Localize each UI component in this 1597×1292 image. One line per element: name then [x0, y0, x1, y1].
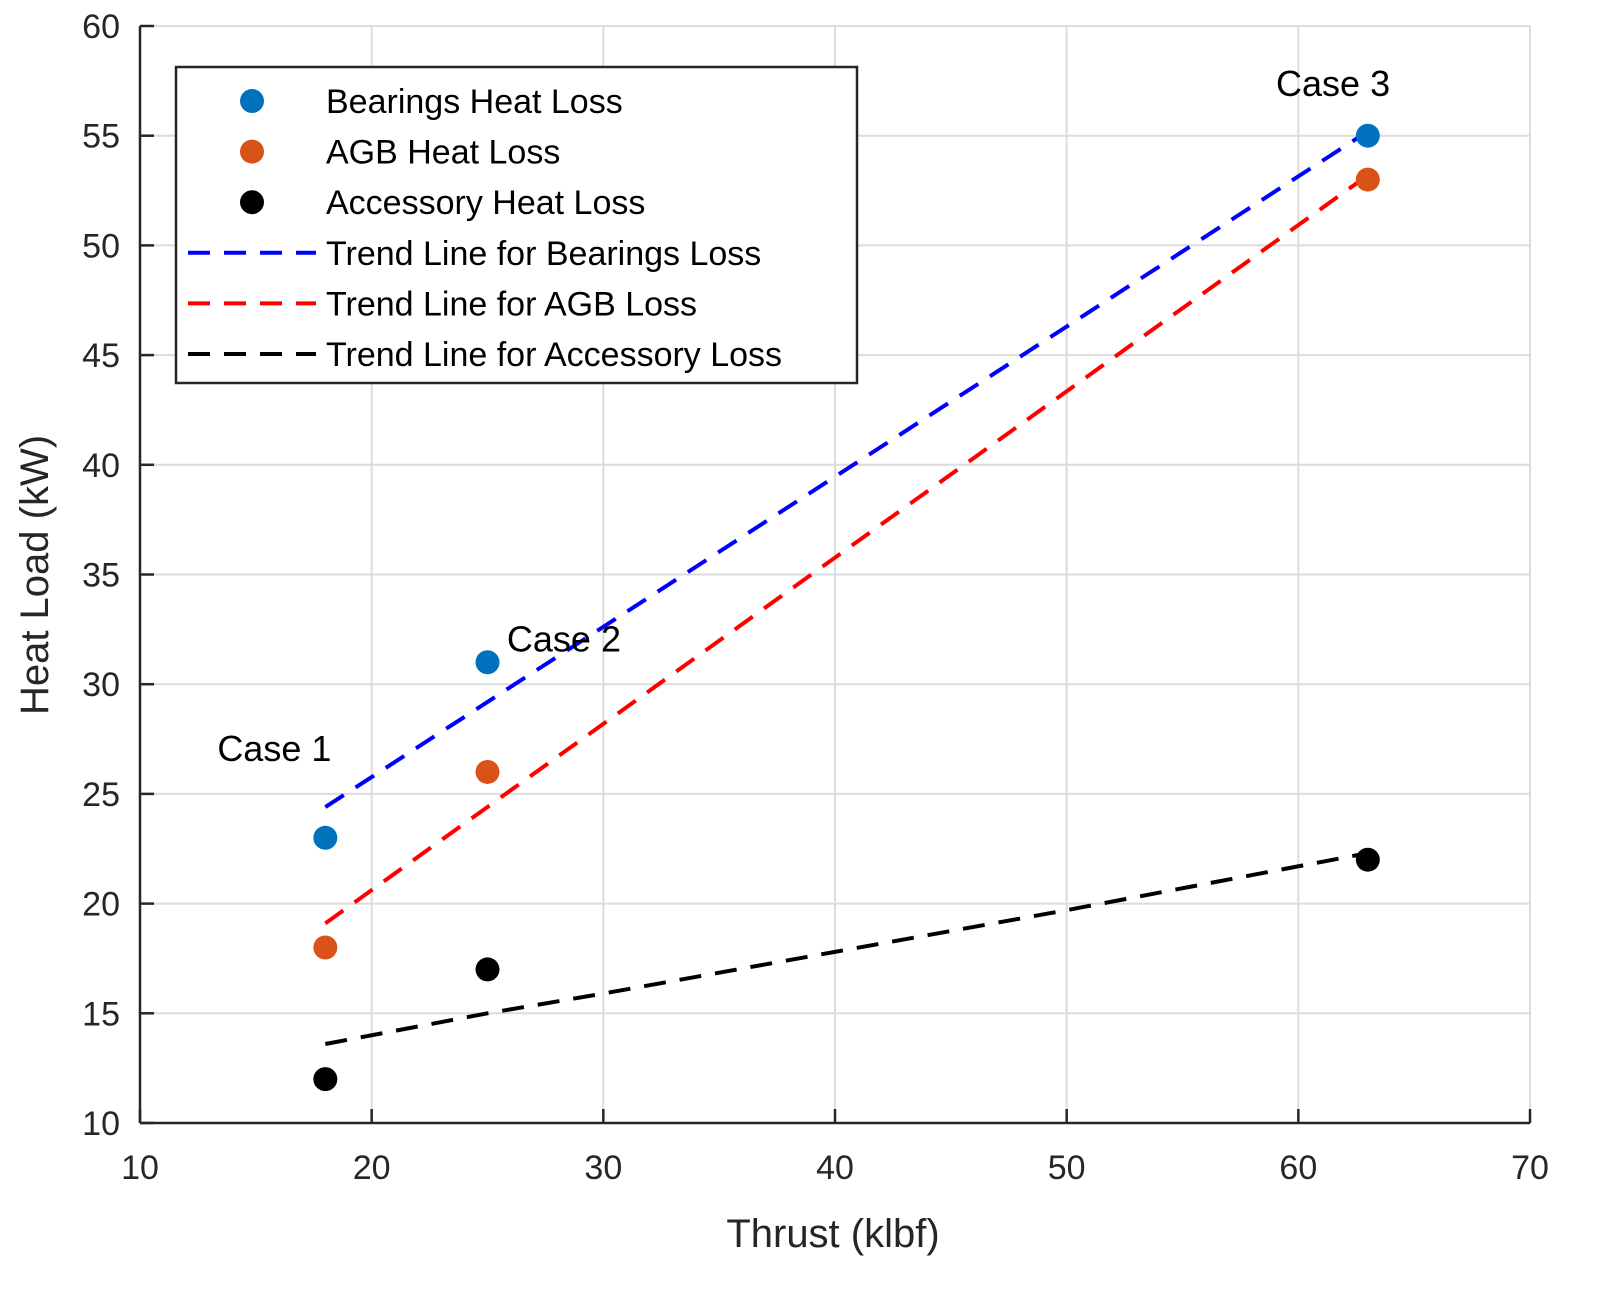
- data-point: [475, 759, 500, 784]
- x-tick-label: 60: [1279, 1149, 1317, 1187]
- data-point: [313, 825, 338, 850]
- data-point: [475, 957, 500, 982]
- y-tick-label: 15: [82, 995, 120, 1033]
- axes: 10 20 30 40 50 60 70 10 15 20 25 30 35 40 45 50 55 60: [82, 8, 1549, 1187]
- legend: Bearings Heat Loss AGB Heat Loss Accessory…: [174, 65, 859, 385]
- legend-box: [174, 65, 859, 385]
- trend-line: [324, 129, 1369, 809]
- y-tick-label: 25: [82, 776, 120, 814]
- data-point: [313, 935, 338, 960]
- x-axis-title: Thrust (klbf): [726, 1212, 939, 1256]
- data-point: [1355, 123, 1380, 148]
- x-tick-label: 20: [353, 1149, 391, 1187]
- case-label: Case 1: [217, 728, 331, 769]
- y-axis-title: Heat Load (kW): [13, 435, 57, 715]
- legend-label: Accessory Heat Loss: [326, 184, 645, 222]
- legend-label: Trend Line for Accessory Loss: [326, 336, 782, 374]
- legend-label: AGB Heat Loss: [326, 134, 560, 172]
- x-tick-label: 30: [584, 1149, 622, 1187]
- trend-line: [324, 851, 1369, 1046]
- legend-marker: [240, 139, 264, 164]
- y-tick-label: 55: [82, 118, 120, 156]
- x-tick-label: 50: [1048, 1149, 1086, 1187]
- plot-area: [313, 123, 1380, 1092]
- x-tick-label: 70: [1511, 1149, 1549, 1187]
- data-point: [1355, 847, 1380, 872]
- x-tick-label: 10: [121, 1149, 159, 1187]
- data-point: [475, 650, 500, 675]
- legend-marker: [240, 190, 264, 215]
- y-tick-label: 50: [82, 227, 120, 265]
- legend-label: Trend Line for AGB Loss: [326, 285, 697, 323]
- y-tick-label: 45: [82, 337, 120, 375]
- case-label: Case 2: [507, 618, 621, 659]
- y-tick-label: 30: [82, 666, 120, 704]
- annotations: Case 1 Case 2 Case 3: [217, 63, 1390, 769]
- legend-label: Trend Line for Bearings Loss: [326, 235, 761, 273]
- y-tick-label: 35: [82, 557, 120, 595]
- data-point: [1355, 167, 1380, 192]
- y-tick-label: 60: [82, 8, 120, 46]
- y-tick-label: 20: [82, 886, 120, 924]
- x-tick-label: 40: [816, 1149, 854, 1187]
- y-tick-label: 10: [82, 1105, 120, 1143]
- data-point: [313, 1067, 338, 1092]
- y-tick-label: 40: [82, 447, 120, 485]
- case-label: Case 3: [1276, 63, 1390, 104]
- legend-marker: [240, 89, 264, 113]
- legend-label: Bearings Heat Loss: [326, 83, 623, 121]
